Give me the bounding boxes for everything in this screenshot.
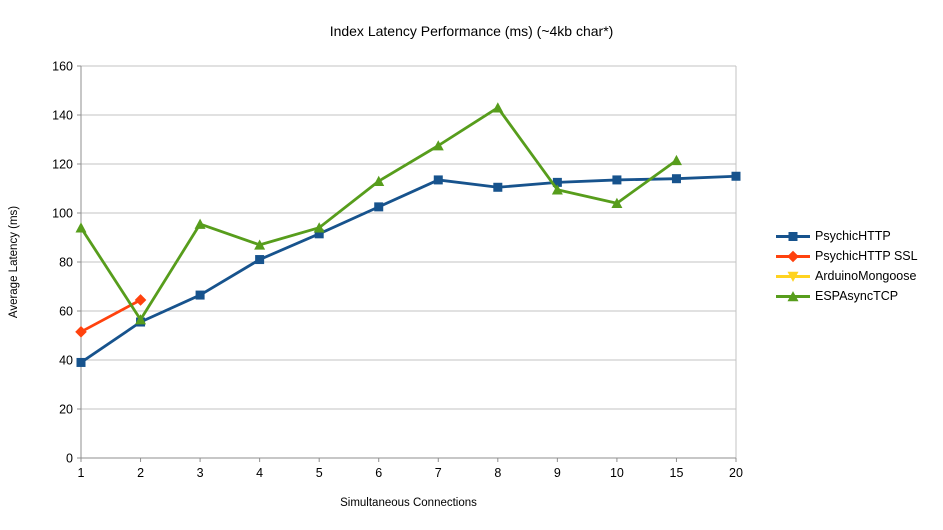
series-line: [79, 174, 738, 364]
data-point: [493, 182, 503, 192]
data-point: [314, 229, 324, 239]
data-point: [552, 177, 562, 187]
data-point: [373, 175, 385, 186]
data-point: [75, 222, 87, 233]
y-tick-label: 80: [59, 256, 73, 270]
y-tick-label: 20: [59, 403, 73, 417]
data-point: [255, 255, 265, 265]
legend-label: ESPAsyncTCP: [815, 289, 899, 303]
data-point: [254, 239, 266, 250]
x-tick-label: 3: [197, 466, 204, 480]
legend-diamond-marker-icon: [776, 250, 810, 262]
legend: PsychicHTTP PsychicHTTP SSL ArduinoMongo…: [776, 226, 918, 306]
y-tick-label: 0: [66, 452, 73, 466]
x-tick-label: 6: [375, 466, 382, 480]
chart-title: Index Latency Performance (ms) (~4kb cha…: [329, 23, 614, 39]
data-point: [194, 218, 206, 229]
data-point: [76, 357, 86, 367]
data-point: [195, 290, 205, 300]
x-tick-label: 4: [256, 466, 263, 480]
y-tick-label: 40: [59, 354, 73, 368]
legend-item-psychichttp-ssl: PsychicHTTP SSL: [776, 246, 918, 266]
data-point: [551, 184, 563, 195]
x-tick-label: 15: [670, 466, 684, 480]
data-point: [432, 140, 444, 151]
x-tick-label: 1: [78, 466, 85, 480]
data-point: [787, 271, 799, 282]
data-point: [787, 290, 799, 301]
legend-item-arduinomongoose: ArduinoMongoose: [776, 266, 918, 286]
y-tick-label: 100: [52, 207, 73, 221]
data-point: [787, 250, 799, 262]
legend-square-marker-icon: [776, 231, 810, 241]
legend-item-espasynctcp: ESPAsyncTCP: [776, 286, 918, 306]
data-point: [670, 154, 682, 166]
x-tick-label: 7: [435, 466, 442, 480]
y-tick-label: 160: [52, 60, 73, 74]
x-tick-label: 9: [554, 466, 561, 480]
data-point: [134, 294, 147, 306]
data-point: [671, 174, 681, 184]
x-tick-label: 10: [610, 466, 624, 480]
x-tick-label: 20: [729, 466, 743, 480]
y-tick-label: 120: [52, 158, 73, 172]
data-point: [313, 222, 325, 233]
legend-label: PsychicHTTP: [815, 229, 891, 243]
data-point: [612, 175, 622, 185]
series-line: [79, 106, 678, 321]
x-tick-label: 8: [494, 466, 501, 480]
legend-label: ArduinoMongoose: [815, 269, 917, 283]
legend-triangle-up-marker-icon: [776, 290, 810, 301]
legend-triangle-down-marker-icon: [776, 271, 810, 282]
data-point: [75, 326, 87, 338]
data-point: [433, 175, 443, 185]
data-point: [374, 202, 384, 212]
data-point: [731, 171, 741, 181]
y-tick-label: 140: [52, 109, 73, 123]
data-point: [788, 231, 798, 241]
x-tick-label: 2: [137, 466, 144, 480]
data-point: [611, 197, 623, 208]
x-tick-label: 5: [316, 466, 323, 480]
legend-item-psychichttp: PsychicHTTP: [776, 226, 918, 246]
x-axis-title: Simultaneous Connections: [340, 497, 477, 509]
data-point: [492, 102, 504, 113]
y-tick-label: 60: [59, 305, 73, 319]
legend-label: PsychicHTTP SSL: [815, 249, 918, 263]
data-point: [135, 314, 147, 325]
